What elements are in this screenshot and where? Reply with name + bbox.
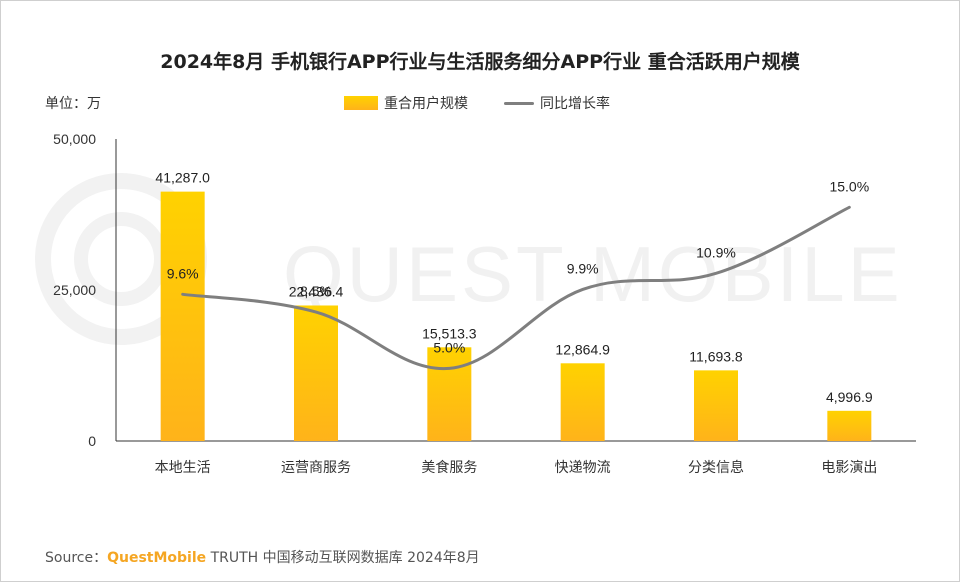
bar-data-label: 41,287.0 — [155, 170, 210, 186]
unit-label: 单位：万 — [45, 96, 101, 112]
legend: 重合用户规模 同比增长率 — [344, 93, 646, 113]
growth-rate-line — [181, 205, 851, 370]
source-rest: TRUTH 中国移动互联网数据库 2024年8月 — [206, 550, 480, 566]
legend-line-swatch — [504, 101, 534, 105]
x-tick-label: 本地生活 — [155, 460, 211, 476]
legend-line-label: 同比增长率 — [540, 96, 610, 112]
bar — [694, 370, 738, 441]
bar — [427, 347, 472, 441]
chart-title: 2024年8月 手机银行APP行业与生活服务细分APP行业 重合活跃用户规模 — [160, 51, 800, 73]
y-tick-label: 25,000 — [53, 282, 96, 298]
source-footer: Source：QuestMobile TRUTH 中国移动互联网数据库 2024… — [45, 547, 480, 567]
legend-item-line: 同比增长率 — [504, 93, 610, 113]
bar-data-label: 15,513.3 — [422, 325, 477, 341]
watermark: QUEST MOBILE — [35, 173, 903, 345]
x-tick-label: 电影演出 — [821, 460, 877, 476]
bar-data-label: 11,693.8 — [689, 348, 743, 364]
bar — [160, 191, 205, 441]
bar-data-label: 4,996.9 — [826, 389, 873, 405]
legend-bar-label: 重合用户规模 — [384, 96, 468, 112]
line-data-label: 8.5% — [300, 283, 332, 299]
bar — [827, 410, 872, 441]
bar — [294, 305, 338, 441]
bar-data-label: 12,864.9 — [555, 341, 610, 357]
line-data-label: 10.9% — [696, 244, 736, 260]
x-tick-label: 运营商服务 — [281, 460, 351, 476]
x-tick-label: 分类信息 — [688, 459, 744, 476]
line-data-label: 5.0% — [433, 339, 465, 355]
y-tick-label: 50,000 — [53, 131, 96, 147]
y-tick-label: 0 — [88, 433, 96, 449]
line-data-label: 9.9% — [567, 260, 599, 276]
x-tick-label: 快递物流 — [555, 460, 611, 476]
legend-item-bar: 重合用户规模 — [344, 93, 468, 113]
x-tick-label: 美食服务 — [421, 459, 477, 476]
bar-data-label: 22,436.4 — [289, 283, 344, 299]
source-brand: QuestMobile — [107, 550, 207, 566]
line-data-label: 15.0% — [829, 178, 869, 194]
legend-bar-swatch — [344, 96, 378, 110]
bar — [560, 363, 605, 441]
line-data-label: 9.6% — [167, 265, 199, 281]
source-prefix: Source： — [45, 550, 108, 566]
watermark-text: QUEST MOBILE — [283, 230, 903, 318]
